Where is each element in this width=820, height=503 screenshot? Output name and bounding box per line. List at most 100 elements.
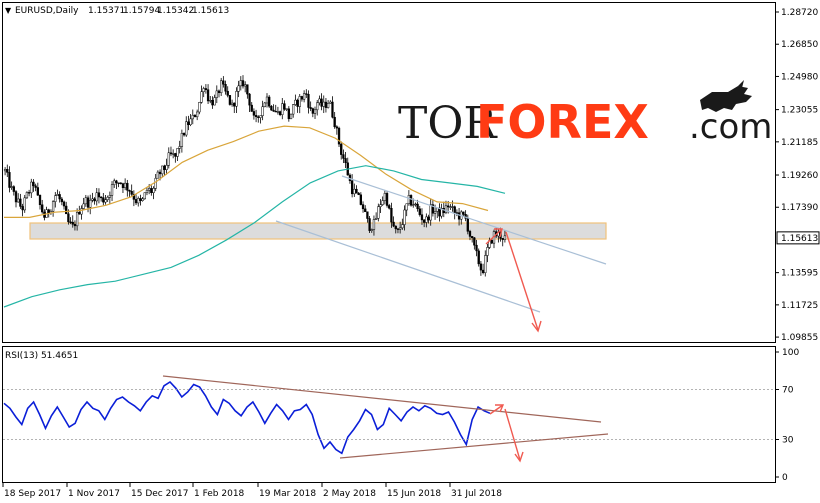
candle-body bbox=[333, 116, 336, 127]
price-axis: 1.28720 1.26850 1.24980 1.23055 1.21185 1.192… bbox=[775, 8, 820, 343]
candle-body bbox=[423, 219, 426, 223]
candle-body bbox=[318, 98, 321, 104]
candle-body bbox=[91, 198, 94, 201]
price-tick-label: 1.13595 bbox=[781, 269, 818, 279]
candle-body bbox=[289, 113, 293, 120]
candle-body bbox=[80, 208, 83, 215]
candle-body bbox=[139, 198, 142, 201]
candle-body bbox=[86, 197, 90, 208]
ohlc-close: 1.15613 bbox=[192, 6, 229, 16]
rsi-upper-trendline bbox=[162, 375, 602, 423]
candle-body bbox=[287, 108, 290, 120]
candle-body bbox=[95, 192, 98, 202]
price-tick-label: 1.28720 bbox=[781, 8, 818, 18]
candle-body bbox=[263, 102, 266, 107]
candle-body bbox=[427, 216, 430, 221]
price-series-layer bbox=[3, 75, 507, 308]
candle-body bbox=[449, 206, 452, 208]
candle-body bbox=[30, 181, 33, 194]
candle-body bbox=[374, 218, 378, 220]
candle-body bbox=[471, 236, 474, 239]
candle-body bbox=[254, 115, 258, 117]
price-panel bbox=[2, 2, 776, 343]
candle-body bbox=[62, 201, 66, 207]
torforex-logo: TOR FOREX .com bbox=[398, 80, 772, 149]
candle-body bbox=[405, 203, 408, 211]
candle-body bbox=[180, 132, 184, 147]
candle-body bbox=[486, 247, 489, 256]
candle-body bbox=[385, 193, 389, 206]
candle-body bbox=[453, 206, 456, 213]
rsi-lower-trendline bbox=[339, 433, 609, 459]
candle-body bbox=[202, 88, 205, 92]
candle-body bbox=[198, 102, 201, 113]
candle-body bbox=[3, 169, 7, 172]
candle-body bbox=[401, 224, 404, 229]
channel-upper-line bbox=[341, 175, 607, 265]
candle-body bbox=[403, 209, 406, 225]
candle-body bbox=[270, 106, 273, 111]
rsi-series-layer bbox=[3, 380, 775, 455]
candle-body bbox=[444, 205, 448, 213]
candle-body bbox=[283, 103, 286, 110]
candle-body bbox=[418, 208, 421, 215]
candle-body bbox=[27, 192, 31, 194]
candle-body bbox=[106, 197, 109, 200]
candle-body bbox=[457, 212, 461, 220]
candle-body bbox=[78, 212, 81, 215]
price-tick-label: 1.26850 bbox=[781, 40, 818, 50]
time-tick-label: 1 Nov 2017 bbox=[68, 489, 120, 499]
candle-body bbox=[137, 198, 140, 204]
candle-body bbox=[123, 182, 127, 188]
candle-body bbox=[335, 126, 338, 129]
candle-body bbox=[172, 153, 175, 155]
candle-body bbox=[481, 269, 485, 273]
candle-body bbox=[274, 110, 277, 113]
candle-body bbox=[344, 158, 347, 164]
candle-body bbox=[261, 106, 264, 116]
candle-body bbox=[185, 121, 188, 136]
candle-body bbox=[206, 89, 210, 102]
candle-body bbox=[364, 208, 367, 213]
candle-body bbox=[379, 204, 382, 207]
candle-body bbox=[145, 189, 149, 193]
candle-body bbox=[390, 208, 393, 223]
rsi-line bbox=[3, 380, 491, 455]
candle-body bbox=[350, 180, 354, 195]
candle-body bbox=[115, 180, 118, 184]
candle-body bbox=[104, 199, 107, 203]
candle-body bbox=[71, 221, 74, 225]
ohlc-open: 1.15371 bbox=[88, 6, 125, 16]
candle-body bbox=[307, 94, 310, 108]
candle-body bbox=[368, 218, 371, 231]
candle-body bbox=[152, 188, 155, 193]
candle-body bbox=[484, 255, 487, 273]
time-tick-label: 31 Jul 2018 bbox=[451, 489, 502, 499]
bull-icon bbox=[700, 80, 752, 112]
ohlc-high: 1.15794 bbox=[123, 6, 160, 16]
candle-body bbox=[468, 231, 472, 237]
candle-body bbox=[102, 197, 105, 203]
candle-body bbox=[370, 229, 373, 231]
time-tick-label: 18 Sep 2017 bbox=[4, 489, 61, 499]
candle-body bbox=[141, 198, 144, 201]
candle-body bbox=[268, 96, 271, 107]
time-tick-label: 15 Jun 2018 bbox=[387, 489, 441, 499]
candle-body bbox=[381, 200, 384, 205]
candle-body bbox=[36, 187, 39, 196]
candle-body bbox=[359, 194, 363, 205]
candle-body bbox=[440, 208, 443, 217]
candle-body bbox=[178, 146, 181, 149]
candle-body bbox=[473, 237, 476, 246]
candle-body bbox=[167, 152, 170, 166]
candle-body bbox=[309, 107, 312, 109]
candle-body bbox=[462, 211, 465, 215]
rsi-tick-label: 100 bbox=[782, 348, 799, 358]
candle-body bbox=[217, 90, 221, 93]
candle-body bbox=[353, 188, 356, 195]
candle-body bbox=[154, 177, 157, 189]
candle-body bbox=[224, 84, 227, 92]
candle-body bbox=[89, 199, 92, 208]
price-tick-label: 1.23055 bbox=[781, 106, 818, 116]
